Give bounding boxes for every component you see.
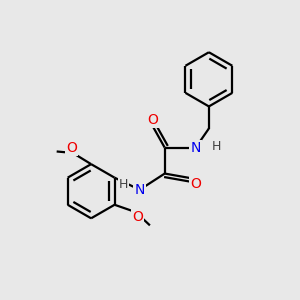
Text: O: O bbox=[132, 210, 143, 224]
Text: N: N bbox=[134, 183, 145, 197]
Text: N: N bbox=[190, 141, 201, 154]
Text: O: O bbox=[190, 177, 201, 191]
Text: O: O bbox=[147, 113, 158, 127]
Text: H: H bbox=[119, 178, 128, 191]
Text: O: O bbox=[66, 141, 77, 154]
Text: H: H bbox=[212, 140, 221, 153]
